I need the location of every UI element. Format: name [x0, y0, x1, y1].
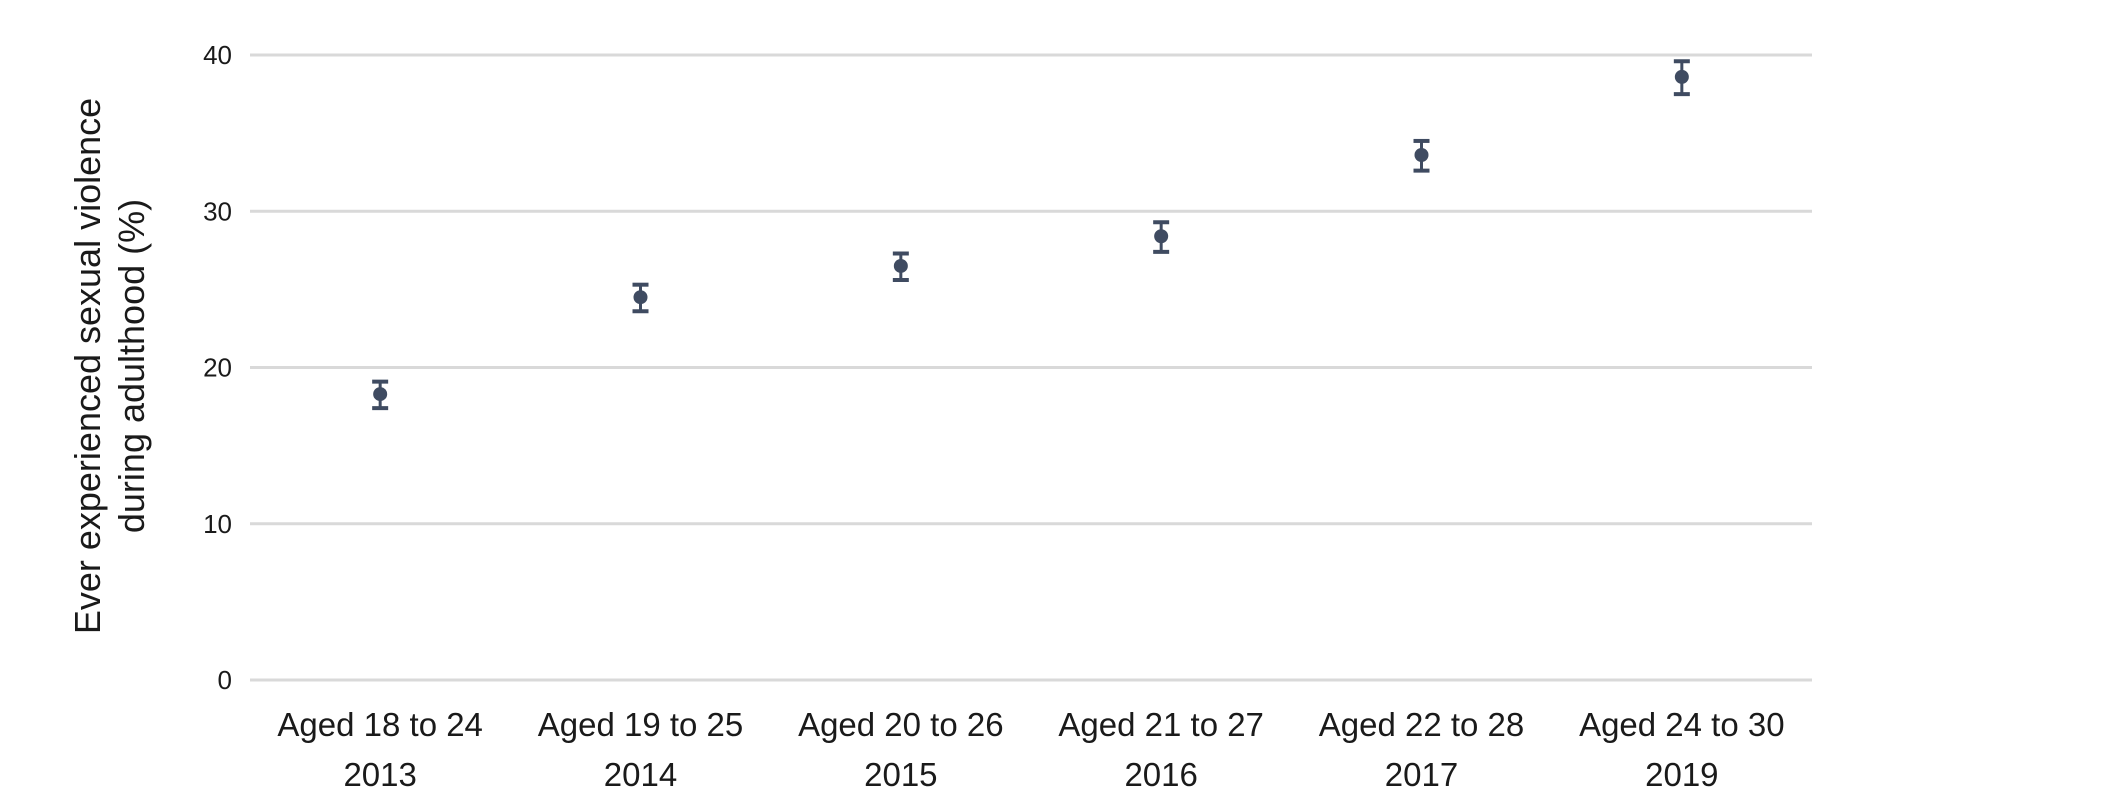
x-category-label: Aged 21 to 27	[1058, 706, 1264, 743]
data-point	[1674, 69, 1689, 84]
x-axis-categories: Aged 18 to 24 2013 Aged 19 to 25 2014 Aged 2…	[277, 706, 1784, 793]
y-axis-ticks: 0 10 20 30 40	[203, 40, 232, 695]
x-category-year: 2019	[1645, 756, 1718, 793]
x-category-label: Aged 18 to 24	[277, 706, 483, 743]
y-tick-label: 0	[218, 665, 232, 695]
data-point	[1154, 229, 1169, 244]
data-point	[373, 387, 388, 402]
y-axis-title-line-1: Ever experienced sexual violence	[67, 98, 108, 634]
gridlines	[250, 53, 1812, 682]
y-axis-title-line-2: during adulthood (%)	[111, 199, 152, 533]
data-point	[633, 290, 648, 305]
error-bars	[372, 59, 1690, 411]
x-category-label: Aged 24 to 30	[1579, 706, 1785, 743]
y-tick-label: 10	[203, 509, 232, 539]
data-point	[1414, 148, 1429, 162]
x-category-label: Aged 19 to 25	[538, 706, 744, 743]
y-axis-title: Ever experienced sexual violence during …	[67, 98, 152, 634]
y-tick-label: 20	[203, 353, 232, 383]
x-category-year: 2016	[1124, 756, 1197, 793]
x-category-year: 2017	[1385, 756, 1458, 793]
x-category-label: Aged 22 to 28	[1319, 706, 1525, 743]
x-category-year: 2014	[604, 756, 677, 793]
x-category-year: 2013	[343, 756, 416, 793]
y-tick-label: 40	[203, 40, 232, 70]
data-points	[373, 69, 1689, 402]
y-tick-label: 30	[203, 196, 232, 226]
x-category-label: Aged 20 to 26	[798, 706, 1004, 743]
data-point	[893, 258, 908, 273]
x-category-year: 2015	[864, 756, 937, 793]
